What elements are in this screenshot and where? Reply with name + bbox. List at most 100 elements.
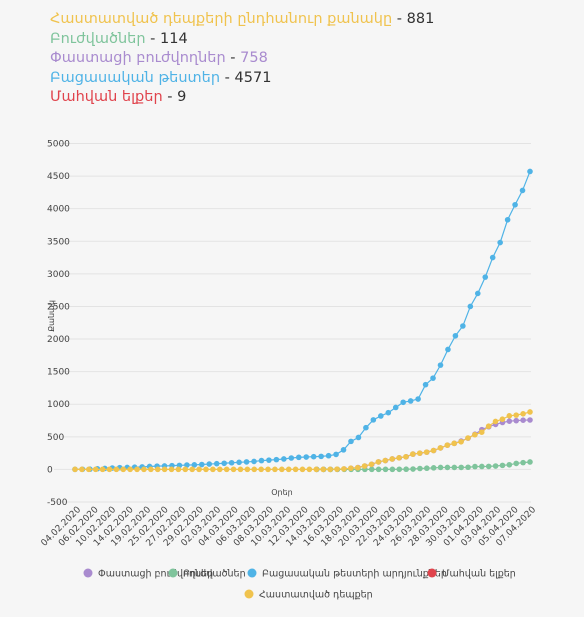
data-point xyxy=(175,466,182,473)
data-point xyxy=(223,466,230,473)
legend-item[interactable]: Փաստացի բուժվողներ xyxy=(83,568,214,580)
legend-item[interactable]: Հաստատված դեպքեր xyxy=(244,589,373,601)
data-point xyxy=(506,418,513,424)
data-point xyxy=(272,466,278,473)
legend-item[interactable]: Բուժվածներ xyxy=(168,568,246,580)
data-point xyxy=(472,431,478,438)
data-point xyxy=(492,463,499,469)
stat-value: 9 xyxy=(177,89,187,105)
data-point xyxy=(451,464,458,471)
data-point xyxy=(203,466,209,473)
data-point xyxy=(370,417,377,423)
data-point xyxy=(154,466,161,473)
data-point xyxy=(310,453,317,460)
data-point xyxy=(375,466,382,473)
data-point xyxy=(444,442,451,448)
stat-label: Մահվան ելքեր xyxy=(50,89,163,105)
data-point xyxy=(474,290,481,297)
data-point xyxy=(347,465,354,472)
legend-label: Հաստատված դեպքեր xyxy=(259,590,373,601)
data-point xyxy=(389,456,395,462)
data-point xyxy=(182,466,189,473)
data-point xyxy=(348,438,354,445)
y-tick-label: 2500 xyxy=(47,302,70,312)
data-point xyxy=(134,466,140,473)
data-point xyxy=(437,362,444,368)
stat-value: 4571 xyxy=(234,69,272,86)
series xyxy=(72,168,533,473)
data-point xyxy=(385,409,392,416)
legend-label: Բացասական թեստերի արդյունքներ xyxy=(262,569,447,580)
stat-label: Բուժվածներ xyxy=(50,30,146,47)
data-point xyxy=(213,460,220,467)
data-point xyxy=(520,411,526,417)
data-point xyxy=(228,459,235,466)
legend-label: Փաստացի բուժվողներ xyxy=(98,569,213,580)
data-point xyxy=(79,466,85,473)
data-point xyxy=(415,396,421,402)
data-point xyxy=(482,274,489,280)
data-point xyxy=(221,460,227,467)
data-point xyxy=(506,461,513,468)
data-point xyxy=(113,466,120,473)
data-point xyxy=(396,466,403,473)
data-point xyxy=(497,239,503,246)
data-point xyxy=(230,466,237,473)
data-point xyxy=(243,459,250,465)
data-point xyxy=(279,466,285,473)
data-point xyxy=(400,399,406,406)
data-point xyxy=(437,464,444,471)
data-point xyxy=(273,456,280,463)
data-point xyxy=(127,466,133,473)
data-point xyxy=(288,455,295,461)
data-point xyxy=(472,463,478,470)
data-point xyxy=(236,459,242,466)
data-point xyxy=(527,409,533,415)
stat-recovered: Բուժվածներ - 114 xyxy=(50,30,434,50)
data-point xyxy=(458,464,464,471)
stat-active: Փաստացի բուժվողներ - 758 xyxy=(50,49,434,69)
data-point xyxy=(216,466,223,473)
data-point xyxy=(519,187,526,194)
stat-separator: - xyxy=(150,30,156,47)
data-point xyxy=(527,417,533,423)
x-axis-title: Օրեր xyxy=(271,488,293,497)
data-point xyxy=(333,451,339,458)
y-tick-label: 500 xyxy=(47,433,64,443)
data-point xyxy=(334,466,340,472)
data-point xyxy=(489,254,496,261)
legend-item[interactable]: Մահվան ելքեր xyxy=(427,568,516,580)
data-point xyxy=(191,462,198,468)
data-point xyxy=(430,465,437,471)
grid xyxy=(54,143,531,503)
stat-negative-tests: Բացասական թեստեր - 4571 xyxy=(50,69,434,89)
data-point xyxy=(430,375,436,381)
stat-separator: - xyxy=(396,11,403,27)
data-point xyxy=(299,466,306,473)
data-point xyxy=(389,466,396,473)
series xyxy=(313,417,533,473)
data-point xyxy=(368,466,375,473)
legend-label: Մահվան ելքեր xyxy=(442,569,516,580)
data-point xyxy=(485,423,492,429)
data-point xyxy=(410,451,416,457)
legend-item[interactable]: Բացասական թեստերի արդյունքներ xyxy=(247,568,447,580)
legend-swatch xyxy=(244,589,254,599)
data-point xyxy=(460,323,466,329)
data-point xyxy=(407,398,414,404)
data-point xyxy=(527,459,533,465)
data-point xyxy=(355,434,362,441)
data-point xyxy=(467,303,474,310)
stat-separator: - xyxy=(224,69,230,86)
data-point xyxy=(196,466,202,473)
x-axis: 04.02.202006.02.202010.02.202014.02.2020… xyxy=(40,505,539,549)
data-point xyxy=(285,466,292,473)
data-point xyxy=(452,332,459,339)
data-point xyxy=(320,466,326,473)
data-point xyxy=(292,466,299,473)
data-point xyxy=(392,404,399,411)
y-tick-label: 3000 xyxy=(47,270,70,280)
data-point xyxy=(306,466,313,473)
stat-label: Փաստացի բուժվողներ xyxy=(50,50,226,66)
data-point xyxy=(363,424,369,431)
